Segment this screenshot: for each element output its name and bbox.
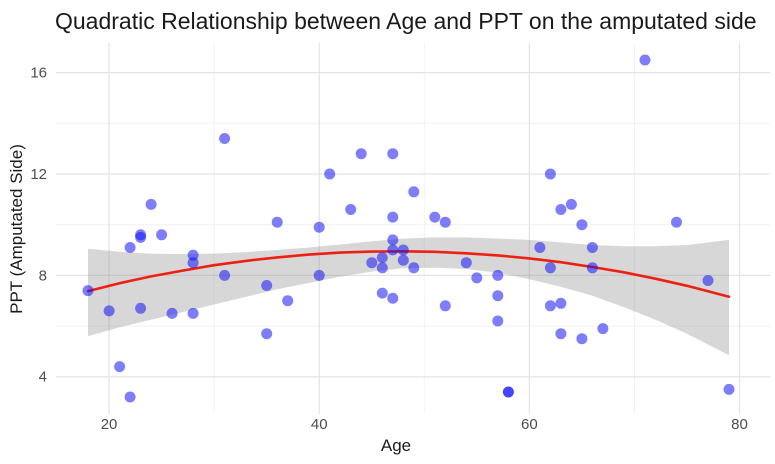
data-point: [135, 229, 147, 241]
data-point: [156, 229, 168, 241]
data-point: [439, 216, 451, 228]
data-point: [324, 168, 336, 180]
data-point: [492, 269, 504, 281]
data-point: [82, 285, 94, 297]
x-tick-label: 80: [731, 416, 748, 433]
data-point: [471, 272, 483, 284]
data-point: [376, 287, 388, 299]
data-point: [166, 307, 178, 319]
data-point: [355, 148, 367, 160]
data-point: [460, 257, 472, 269]
y-axis-title: PPT (Amputated Side): [7, 144, 26, 314]
data-point: [597, 323, 609, 335]
data-point: [219, 269, 231, 281]
data-point: [397, 254, 409, 266]
data-point: [702, 275, 714, 286]
y-tick-label: 12: [30, 166, 47, 183]
data-point: [387, 292, 399, 304]
data-point: [376, 262, 388, 274]
data-point: [387, 234, 399, 246]
data-point: [576, 219, 588, 231]
data-point: [376, 252, 388, 264]
data-point: [124, 391, 136, 403]
data-point: [439, 300, 451, 312]
data-point: [555, 204, 567, 215]
data-point: [586, 242, 598, 253]
data-point: [313, 221, 325, 233]
x-tick-label: 60: [521, 416, 538, 433]
data-point: [271, 216, 283, 228]
data-point: [429, 211, 441, 223]
confidence-band: [88, 237, 729, 356]
data-point: [408, 262, 420, 274]
data-point: [103, 305, 115, 317]
x-tick-label: 40: [311, 416, 328, 433]
y-tick-label: 4: [39, 369, 47, 386]
data-point: [114, 361, 126, 373]
x-axis-title: Age: [380, 436, 412, 455]
data-point: [135, 302, 147, 314]
data-point: [261, 280, 273, 291]
data-point: [723, 383, 735, 395]
data-point: [565, 198, 577, 210]
data-point: [387, 211, 399, 223]
data-point: [124, 242, 136, 253]
data-point: [555, 297, 567, 309]
data-point: [492, 290, 504, 302]
data-point: [671, 216, 682, 228]
data-point: [387, 148, 399, 160]
data-point: [261, 328, 273, 340]
data-point: [544, 262, 556, 274]
y-tick-label: 8: [39, 267, 47, 284]
data-point: [366, 257, 378, 269]
data-point: [187, 307, 199, 319]
data-point: [313, 269, 325, 281]
data-point: [397, 244, 409, 256]
data-point: [408, 186, 420, 198]
data-point: [576, 333, 588, 345]
data-point: [387, 244, 399, 256]
data-point: [187, 249, 199, 261]
data-point: [492, 315, 504, 327]
data-point: [219, 133, 231, 144]
data-point: [345, 204, 357, 215]
data-point: [282, 295, 294, 307]
data-point: [544, 300, 556, 312]
data-point: [502, 386, 514, 398]
data-point: [555, 328, 567, 340]
data-point: [534, 242, 546, 253]
data-point: [145, 198, 157, 210]
chart-title: Quadratic Relationship between Age and P…: [55, 8, 757, 34]
data-point: [586, 262, 598, 274]
x-tick-label: 20: [101, 416, 118, 433]
y-tick-label: 16: [30, 65, 47, 82]
data-point: [639, 54, 651, 66]
data-point: [544, 168, 556, 180]
data-point: [187, 257, 199, 269]
